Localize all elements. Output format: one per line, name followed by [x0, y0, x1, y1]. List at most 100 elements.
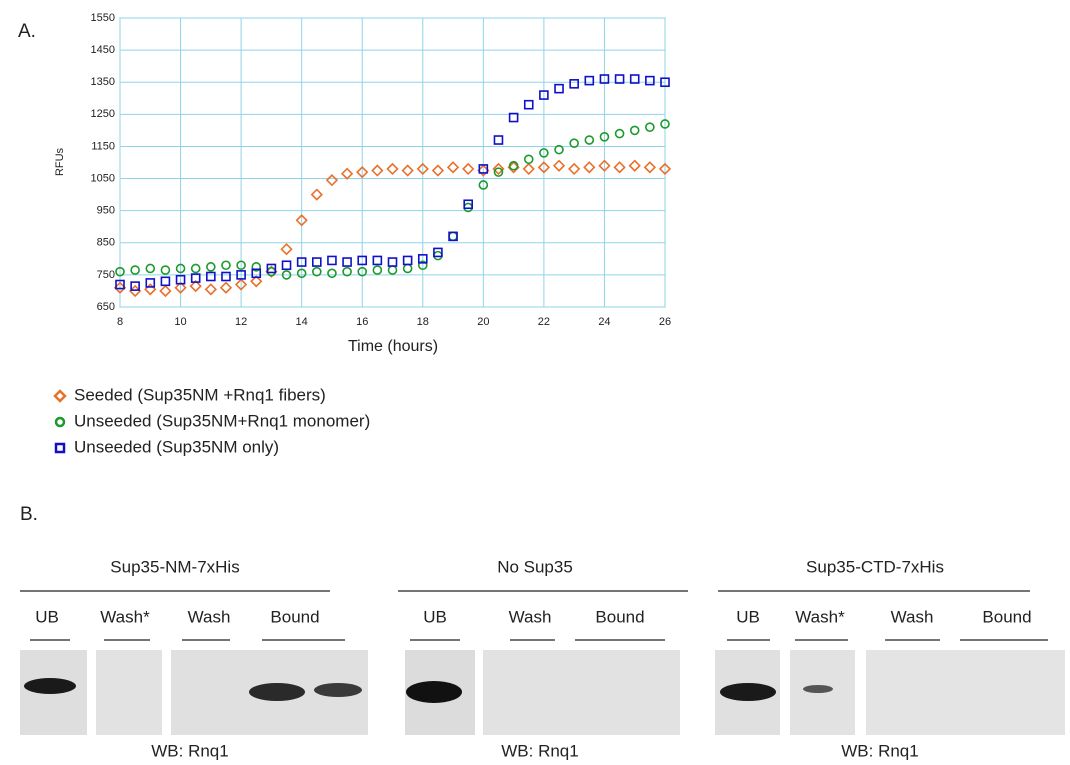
data-point — [539, 148, 549, 158]
band — [406, 681, 462, 703]
data-point — [145, 263, 156, 274]
blot — [96, 650, 162, 735]
x-tick-label: 26 — [659, 316, 671, 328]
y-tick-label: 1150 — [91, 140, 115, 152]
lane-label: Bound — [982, 607, 1031, 626]
data-point — [584, 75, 595, 86]
data-point — [190, 263, 201, 274]
data-point — [372, 265, 383, 275]
data-point — [145, 278, 156, 288]
x-tick-label: 24 — [598, 316, 610, 328]
data-point — [584, 135, 595, 145]
data-point — [629, 74, 640, 84]
lane-label: Wash — [188, 607, 231, 626]
data-point — [569, 138, 579, 149]
data-point — [236, 260, 246, 271]
data-point — [251, 262, 262, 272]
data-point — [219, 281, 233, 294]
data-point — [478, 164, 489, 174]
footer-label: WB: Rnq1 — [151, 741, 228, 760]
data-point — [493, 167, 504, 177]
data-point — [658, 162, 672, 176]
data-point — [448, 231, 458, 242]
data-point — [462, 162, 475, 176]
data-point — [312, 266, 322, 277]
data-point — [523, 99, 534, 110]
lane-label: Wash — [891, 607, 934, 626]
data-point — [614, 74, 625, 84]
panel-label: A. — [18, 21, 36, 42]
y-axis-label: RFUs — [54, 147, 66, 176]
data-point — [372, 255, 383, 266]
data-point — [130, 265, 140, 275]
data-point — [522, 162, 535, 176]
data-point — [175, 274, 186, 285]
legend-marker — [54, 442, 66, 454]
data-point — [266, 263, 277, 274]
lane-label: Wash* — [100, 607, 150, 626]
data-point — [115, 279, 125, 290]
data-point — [417, 254, 428, 264]
y-tick-label: 1350 — [91, 76, 115, 88]
data-point — [629, 125, 640, 136]
y-tick-label: 1450 — [91, 44, 115, 56]
data-point — [628, 159, 641, 172]
data-point — [660, 77, 670, 88]
lane-label: UB — [736, 607, 760, 626]
data-point — [206, 262, 216, 272]
data-point — [221, 260, 231, 271]
band — [720, 683, 776, 701]
data-point — [340, 167, 354, 180]
y-tick-label: 950 — [97, 205, 115, 217]
data-point — [356, 166, 369, 179]
data-point — [643, 161, 656, 174]
y-tick-label: 1550 — [91, 12, 115, 24]
lane-label: Bound — [270, 607, 319, 626]
data-point — [250, 275, 263, 288]
group-title: Sup35-NM-7xHis — [110, 557, 239, 576]
data-point — [327, 255, 337, 266]
y-tick-label: 750 — [97, 269, 115, 281]
data-point — [130, 281, 140, 291]
data-point — [599, 74, 610, 84]
y-tick-label: 850 — [97, 237, 115, 249]
data-point — [552, 159, 566, 172]
data-point — [508, 160, 519, 171]
legend-label: Unseeded (Sup35NM only) — [74, 437, 279, 456]
x-tick-label: 8 — [117, 316, 123, 328]
data-point — [386, 162, 399, 176]
panel-label: B. — [20, 504, 38, 525]
data-point — [660, 119, 670, 129]
data-point — [493, 135, 504, 145]
data-point — [280, 243, 293, 256]
data-point — [234, 278, 248, 291]
data-point — [645, 122, 655, 132]
data-point — [189, 279, 202, 293]
lane-label: UB — [35, 607, 59, 626]
data-point — [175, 263, 186, 274]
data-point — [387, 257, 398, 267]
data-point — [206, 271, 216, 282]
legend-label: Unseeded (Sup35NM+Rnq1 monomer) — [74, 411, 370, 430]
data-point — [598, 159, 611, 172]
x-tick-label: 12 — [235, 316, 247, 328]
band — [24, 678, 76, 694]
blot — [866, 650, 1065, 735]
data-point — [613, 161, 626, 174]
lane-label: Wash — [509, 607, 552, 626]
data-point — [296, 257, 307, 267]
data-point — [190, 273, 201, 283]
footer-label: WB: Rnq1 — [501, 741, 578, 760]
data-point — [295, 214, 308, 227]
data-point — [554, 83, 564, 94]
x-tick-label: 20 — [477, 316, 489, 328]
legend-marker — [53, 389, 67, 403]
data-point — [281, 260, 292, 271]
legend-label: Seeded (Sup35NM +Rnq1 fibers) — [74, 385, 326, 404]
data-point — [537, 161, 551, 174]
data-point — [614, 128, 625, 139]
data-point — [281, 270, 292, 280]
x-tick-label: 14 — [296, 316, 308, 328]
x-tick-label: 18 — [417, 316, 429, 328]
data-point — [569, 79, 579, 89]
